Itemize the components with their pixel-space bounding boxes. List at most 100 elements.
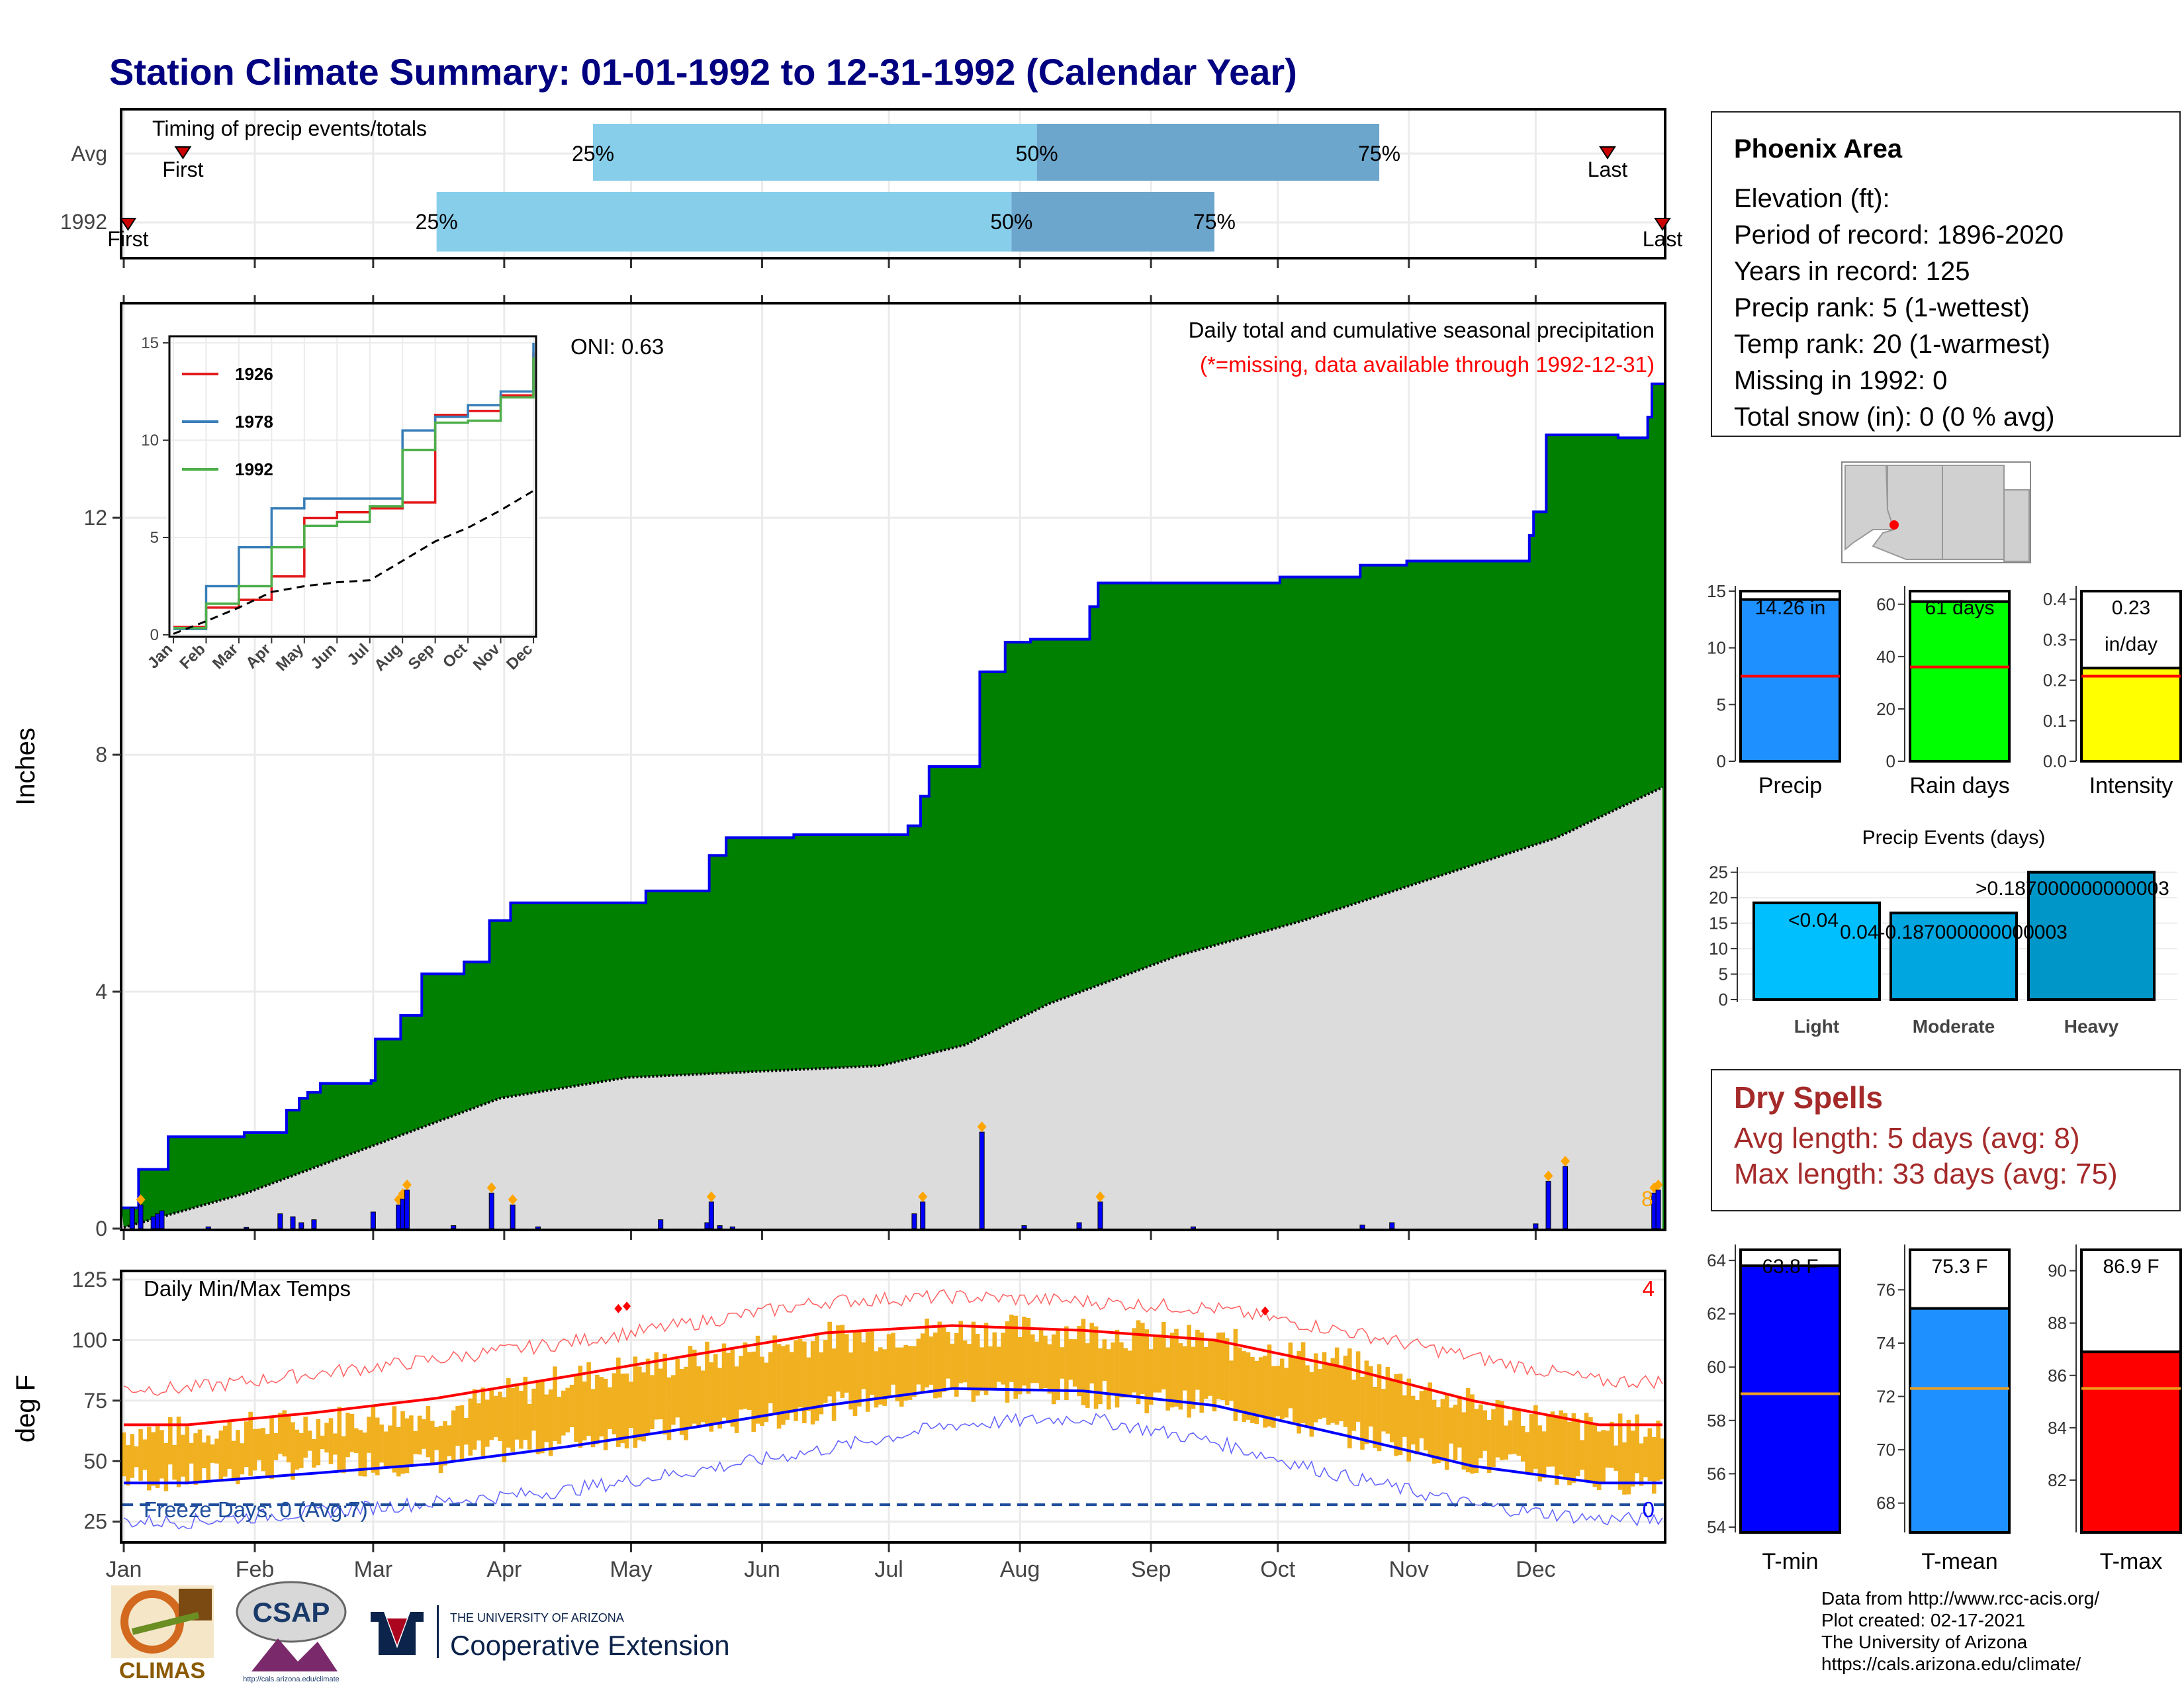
temp-obs-bar — [925, 1318, 929, 1387]
timing-first-label: First — [162, 158, 203, 181]
temp-obs-bar — [506, 1378, 511, 1448]
temp-obs-bar — [172, 1444, 177, 1480]
station-name: Phoenix Area — [1734, 134, 1903, 164]
climatology-precip-line — [123, 786, 1663, 1229]
temp-obs-bar — [679, 1369, 684, 1435]
record-high-marker — [614, 1303, 623, 1313]
timing-last-marker — [1599, 146, 1616, 160]
temp-obs-bar — [709, 1362, 714, 1432]
month-label: Jan — [106, 1557, 142, 1582]
temp-record-min-line — [123, 1413, 1663, 1530]
temp-obs-bar — [1592, 1425, 1598, 1487]
timing-first-label: First — [107, 227, 148, 251]
temp-obs-bar — [1491, 1409, 1496, 1467]
temp-obs-bar — [789, 1352, 794, 1413]
inset-y-tick-label: 5 — [150, 529, 159, 547]
temp-obs-bar — [870, 1329, 874, 1395]
temp-obs-bar — [574, 1374, 578, 1442]
temp-obs-bar — [1056, 1329, 1060, 1400]
month-label: Mar — [354, 1557, 393, 1582]
daily-precip-bar — [729, 1226, 735, 1229]
temp-obs-bar — [1318, 1369, 1322, 1420]
temp-obs-bar — [844, 1334, 849, 1393]
timing-first-marker — [174, 146, 192, 160]
month-label: Oct — [1260, 1557, 1295, 1582]
temp-obs-bar — [1474, 1409, 1479, 1474]
temp-obs-bar — [176, 1417, 181, 1487]
temp-obs-bar — [1043, 1335, 1048, 1389]
temp-obs-bar — [983, 1323, 989, 1395]
daily-precip-bar — [717, 1225, 723, 1229]
hot-days-count: 4 — [1643, 1276, 1655, 1301]
temp-obs-bar — [206, 1435, 211, 1480]
temp-y-tick-label: 125 — [72, 1268, 107, 1291]
temp-obs-bar — [700, 1370, 705, 1423]
temp-obs-bar — [328, 1418, 334, 1464]
temp-obs-bar — [1169, 1333, 1175, 1408]
month-label: Aug — [1000, 1557, 1040, 1582]
temp-obs-bar — [1182, 1346, 1187, 1391]
temp-bar-y-tick-label: 88 — [2048, 1313, 2067, 1333]
daily-precip-bar — [404, 1190, 410, 1229]
temp-obs-bar — [197, 1429, 203, 1482]
events-y-tick-label: 15 — [1709, 914, 1728, 933]
climatology-precip-area — [124, 787, 1662, 1229]
temp-bar-category-label: T-mean — [1921, 1549, 1997, 1574]
station-temp-rank: Temp rank: 20 (1-warmest) — [1734, 330, 2050, 359]
temp-obs-bar — [895, 1347, 900, 1401]
inset-y-tick-label: 0 — [150, 626, 159, 644]
csap-logo-text: CSAP — [253, 1597, 330, 1628]
daily-precip-bar — [535, 1226, 541, 1229]
daily-precip-bar — [138, 1204, 144, 1229]
temp-obs-bar — [1339, 1365, 1343, 1421]
temp-obs-bar — [675, 1359, 680, 1418]
temp-obs-bar — [426, 1406, 431, 1458]
temp-obs-bar — [1161, 1322, 1166, 1389]
temp-obs-bar — [320, 1435, 325, 1450]
temp-obs-bar — [776, 1344, 782, 1429]
temp-obs-bars — [121, 1314, 1665, 1495]
precip-subtitle: Daily total and cumulative seasonal prec… — [1189, 318, 1655, 342]
temp-obs-bar — [586, 1362, 591, 1436]
temp-obs-bar — [222, 1425, 228, 1477]
temp-obs-bar — [1199, 1332, 1205, 1413]
events-category-label: Light — [1794, 1016, 1839, 1037]
station-years: Years in record: 125 — [1734, 257, 1970, 286]
temp-obs-bar — [1656, 1421, 1661, 1481]
temp-obs-bar — [1381, 1389, 1386, 1432]
temp-obs-bar — [1533, 1405, 1538, 1469]
temp-obs-bar — [590, 1389, 596, 1448]
temp-obs-bar — [1559, 1410, 1564, 1475]
dry-spells-title: Dry Spells — [1734, 1080, 1883, 1115]
temp-obs-bar — [569, 1384, 574, 1427]
daily-precip-marker — [1543, 1170, 1553, 1182]
temp-obs-bar — [1047, 1344, 1052, 1394]
temp-obs-bar — [1030, 1334, 1035, 1383]
temp-obs-bar — [726, 1352, 731, 1424]
temp-obs-bar — [1237, 1347, 1242, 1413]
inset-x-tick-label: Jul — [343, 640, 373, 669]
timing-bar-q2 — [592, 124, 1037, 181]
inset-x-tick-label: Nov — [470, 640, 504, 675]
annual-bar-category-label: Intensity — [2089, 773, 2173, 798]
annual-bar-y-tick-label: 0.2 — [2043, 671, 2067, 690]
temp-obs-bar — [992, 1332, 997, 1389]
temp-obs-bar — [404, 1418, 410, 1474]
temp-obs-bar — [1275, 1366, 1281, 1417]
temp-obs-bar — [1157, 1335, 1162, 1393]
temp-obs-bar — [578, 1366, 583, 1448]
temp-obs-bar — [886, 1334, 891, 1397]
temp-bar-y-tick-label: 54 — [1707, 1517, 1726, 1537]
inset-x-tick-label: Mar — [209, 640, 242, 673]
temp-obs-bar — [324, 1423, 329, 1453]
temp-obs-bar — [946, 1332, 950, 1379]
temp-obs-bar — [189, 1442, 194, 1464]
temp-obs-bar — [903, 1344, 908, 1401]
timing-row-label-year: 1992 — [60, 210, 107, 234]
temp-obs-bar — [1322, 1352, 1327, 1418]
temp-obs-bar — [941, 1327, 946, 1392]
inset-series-line-1992 — [173, 357, 535, 630]
daily-precip-bar — [510, 1204, 516, 1229]
temp-obs-bar — [1440, 1399, 1445, 1462]
temp-obs-bar — [1428, 1382, 1432, 1456]
